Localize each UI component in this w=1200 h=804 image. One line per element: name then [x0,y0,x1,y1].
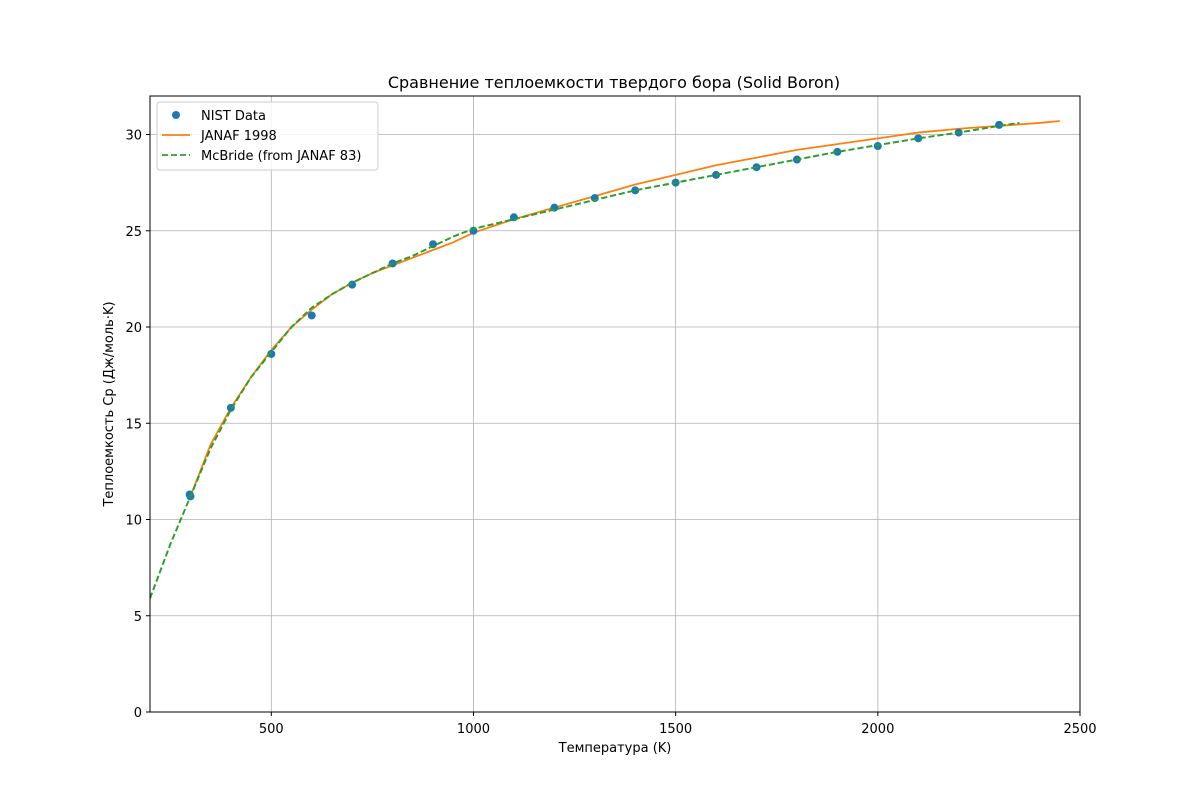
data-point [873,142,882,151]
series-line-2 [150,122,1020,599]
series-layer [150,120,1060,599]
series-line-overlay [150,122,1020,599]
data-point [267,349,276,358]
x-tick-label: 2000 [861,722,894,737]
x-tick-label: 1500 [659,722,692,737]
data-point [348,280,357,289]
x-axis-label: Температура (K) [558,741,672,756]
y-tick-label: 20 [125,321,142,336]
legend-box [156,101,379,171]
y-tick-label: 25 [125,225,142,240]
chart-title: Сравнение теплоемкости твердого бора (So… [388,73,840,92]
data-point [631,186,640,195]
grid-lines [150,96,1081,713]
data-point [914,134,923,143]
y-tick-label: 30 [125,129,142,144]
x-tick-label: 500 [259,722,284,737]
y-axis-label: Теплоемкость Cp (Дж/моль·K) [102,301,117,507]
series-line-1 [189,120,1060,497]
data-point [307,311,316,320]
legend-label: JANAF 1998 [200,129,277,144]
data-point [995,120,1004,129]
legend-label: McBride (from JANAF 83) [201,149,361,164]
data-point [509,213,518,222]
plot-frame [149,95,1081,713]
y-tick-label: 0 [134,706,142,721]
y-tick-label: 5 [134,610,142,625]
legend-label: NIST Data [201,109,266,124]
legend: NIST Data JANAF 1998 McBride (from JANAF 8… [156,101,379,171]
x-tick-label: 2500 [1063,722,1096,737]
y-tick-label: 10 [125,514,142,529]
x-tick-label: 1000 [457,722,490,737]
legend-marker [172,111,180,119]
y-tick-label: 15 [125,417,142,432]
data-point [833,147,842,156]
axis-ticks: 500 1000 1500 2000 2500 0 5 10 15 20 25 30 [125,129,1096,738]
